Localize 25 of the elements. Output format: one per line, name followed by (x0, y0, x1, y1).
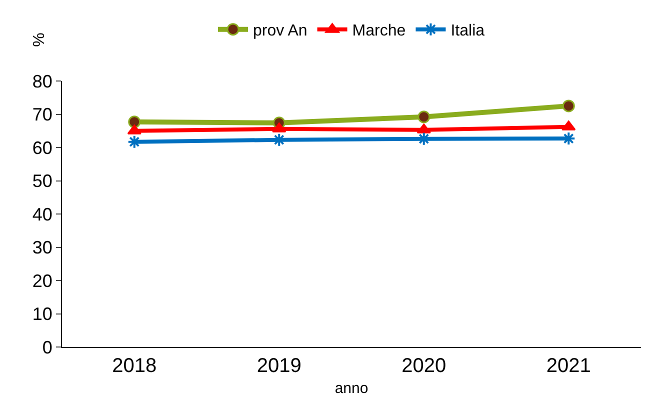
x-axis-title: anno (334, 380, 368, 397)
y-tick-label: 70 (32, 104, 52, 125)
legend-label: Italia (450, 22, 485, 40)
point (418, 110, 430, 124)
y-axis-title: % (30, 32, 48, 47)
y-tick-label: 40 (32, 204, 52, 224)
point (562, 100, 575, 112)
point (127, 134, 142, 149)
point (272, 132, 286, 147)
legend-label: Marche (352, 22, 406, 40)
y-tick-label: 30 (32, 238, 52, 258)
y-tick-label: 20 (32, 270, 52, 291)
x-tick-label: 2018 (112, 355, 157, 377)
point (128, 116, 141, 128)
y-tick-label: 80 (32, 71, 52, 92)
x-tick-label: 2021 (546, 355, 591, 377)
legend-label: prov An (253, 22, 308, 40)
x-tick-label: 2019 (256, 355, 302, 377)
y-tick-label: 60 (32, 138, 52, 158)
point (562, 132, 576, 146)
y-tick-label: 0 (42, 337, 52, 358)
x-tick-label: 2020 (402, 355, 446, 377)
y-tick-label: 50 (32, 171, 52, 192)
y-tick-label: 10 (32, 304, 52, 324)
point (416, 132, 431, 146)
